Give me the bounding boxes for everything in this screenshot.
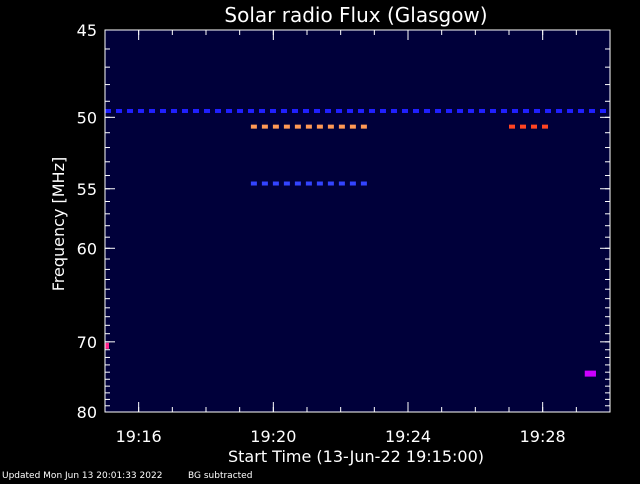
emission-dash xyxy=(237,108,243,113)
emission-dash xyxy=(292,108,298,113)
emission-dash xyxy=(479,108,485,113)
footer-bg-note: BG subtracted xyxy=(188,471,252,480)
x-tick-label: 19:16 xyxy=(116,427,162,446)
plot-frame xyxy=(104,29,611,413)
emission-dash xyxy=(542,124,548,129)
emission-dash xyxy=(338,181,345,186)
emission-dash xyxy=(512,108,518,113)
emission-dash xyxy=(305,181,312,186)
emission-dash xyxy=(520,124,526,129)
y-tick-label: 55 xyxy=(77,180,97,199)
emission-dash xyxy=(294,124,301,129)
emission-dash xyxy=(294,181,301,186)
emission-dash xyxy=(589,108,595,113)
emission-dash xyxy=(468,108,474,113)
emission-dash xyxy=(435,108,441,113)
footer-updated: Updated Mon Jun 13 20:01:33 2022 xyxy=(2,471,162,480)
emission-dash xyxy=(259,108,265,113)
emission-dash xyxy=(457,108,463,113)
emission-dash xyxy=(349,181,356,186)
emission-spot xyxy=(105,342,109,349)
emission-dash xyxy=(149,108,155,113)
emission-dash xyxy=(413,108,419,113)
emission-dash xyxy=(534,108,540,113)
emission-dash xyxy=(283,181,290,186)
emission-dash xyxy=(160,108,166,113)
emission-dash xyxy=(358,108,364,113)
emission-dash xyxy=(281,108,287,113)
emission-dash xyxy=(327,181,334,186)
plot-background xyxy=(105,30,610,412)
emission-dash xyxy=(327,124,334,129)
emission-dash xyxy=(127,108,133,113)
emission-dash xyxy=(270,108,276,113)
emission-dash xyxy=(402,108,408,113)
emission-dash xyxy=(347,108,353,113)
emission-dash xyxy=(250,124,257,129)
emission-dash xyxy=(336,108,342,113)
emission-dash xyxy=(531,124,537,129)
x-axis: 19:16 19:20 19:24 19:28 xyxy=(104,30,611,446)
emission-dash xyxy=(578,108,584,113)
emission-dash xyxy=(316,124,323,129)
emission-dash xyxy=(171,108,177,113)
emission-dash xyxy=(248,108,254,113)
y-tick-label: 80 xyxy=(77,403,97,422)
emission-dash xyxy=(316,181,323,186)
emission-bands xyxy=(105,108,606,377)
emission-dash xyxy=(523,108,529,113)
y-tick-label: 50 xyxy=(77,108,97,127)
emission-dash xyxy=(446,108,452,113)
emission-dash xyxy=(600,108,606,113)
emission-dash xyxy=(391,108,397,113)
emission-dash xyxy=(338,124,345,129)
emission-dash xyxy=(360,181,367,186)
emission-dash xyxy=(305,124,312,129)
emission-dash xyxy=(182,108,188,113)
x-tick-label: 19:28 xyxy=(520,427,566,446)
emission-spot xyxy=(584,370,596,377)
y-tick-label: 70 xyxy=(77,333,97,352)
y-tick-label: 45 xyxy=(77,21,97,40)
chart-title: Solar radio Flux (Glasgow) xyxy=(224,3,487,27)
x-axis-label: Start Time (13-Jun-22 19:15:00) xyxy=(228,447,484,466)
emission-dash xyxy=(204,108,210,113)
emission-dash xyxy=(325,108,331,113)
emission-dash xyxy=(369,108,375,113)
y-tick-label: 60 xyxy=(77,239,97,258)
x-tick-label: 19:24 xyxy=(385,427,431,446)
emission-dash xyxy=(360,124,367,129)
emission-dash xyxy=(424,108,430,113)
emission-dash xyxy=(567,108,573,113)
emission-dash xyxy=(272,181,279,186)
emission-dash xyxy=(501,108,507,113)
emission-dash xyxy=(490,108,496,113)
x-tick-label: 19:20 xyxy=(250,427,296,446)
emission-dash xyxy=(250,181,257,186)
emission-dash xyxy=(283,124,290,129)
emission-dash xyxy=(545,108,551,113)
emission-dash xyxy=(380,108,386,113)
emission-dash xyxy=(272,124,279,129)
plot-area xyxy=(105,30,610,412)
y-axis: 45 50 55 60 70 80 xyxy=(77,21,610,422)
emission-dash xyxy=(261,124,268,129)
emission-dash xyxy=(303,108,309,113)
emission-dash xyxy=(556,108,562,113)
emission-dash xyxy=(226,108,232,113)
emission-dash xyxy=(215,108,221,113)
y-axis-label: Frequency [MHz] xyxy=(49,157,68,291)
emission-dash xyxy=(105,108,111,113)
emission-dash xyxy=(261,181,268,186)
emission-dash xyxy=(116,108,122,113)
emission-dash xyxy=(314,108,320,113)
emission-dash xyxy=(138,108,144,113)
emission-dash xyxy=(193,108,199,113)
emission-dash xyxy=(349,124,356,129)
emission-dash xyxy=(509,124,515,129)
